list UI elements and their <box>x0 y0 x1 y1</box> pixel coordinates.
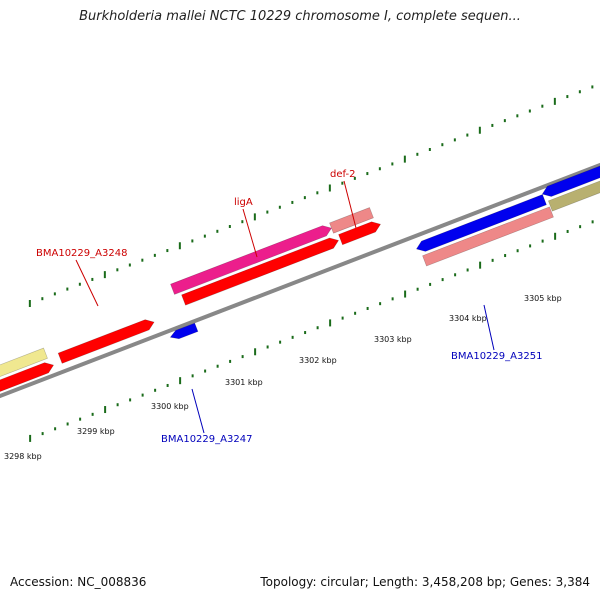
tick-label: 3304 kbp <box>449 314 487 323</box>
tick-label: 3298 kbp <box>4 452 42 461</box>
gene-feature <box>0 347 48 377</box>
gene-feature <box>541 165 600 197</box>
callout-line <box>191 388 205 434</box>
gene-feature <box>169 322 199 340</box>
gene-feature <box>181 237 340 306</box>
tick-label: 3303 kbp <box>374 335 412 344</box>
map-title: Burkholderia mallei NCTC 10229 chromosom… <box>79 9 521 24</box>
gene-feature <box>338 221 382 246</box>
tick-label: 3305 kbp <box>524 294 562 303</box>
accession-text: Accession: NC_008836 <box>10 575 147 589</box>
gene-feature <box>0 362 55 392</box>
gene-label: BMA10229_A3248 <box>36 248 127 259</box>
gene-feature <box>415 194 547 252</box>
gene-label: ligA <box>234 197 253 208</box>
gene-feature <box>329 207 374 234</box>
gene-feature <box>170 225 332 295</box>
tick-label: 3300 kbp <box>151 402 189 411</box>
callout-line <box>483 304 495 351</box>
gene-label: def-2 <box>330 169 355 180</box>
backbone-line <box>0 162 600 399</box>
callout-line <box>242 208 258 258</box>
genome-summary-text: Topology: circular; Length: 3,458,208 bp… <box>260 575 590 589</box>
gene-feature <box>547 180 600 212</box>
callout-line <box>75 259 99 307</box>
gene-feature <box>57 319 155 364</box>
callout-line <box>343 180 357 229</box>
tick-label: 3301 kbp <box>225 378 263 387</box>
tick-label: 3302 kbp <box>299 356 337 365</box>
gene-label: BMA10229_A3247 <box>161 434 252 445</box>
gene-feature <box>422 206 554 267</box>
gene-label: BMA10229_A3251 <box>451 351 542 362</box>
tick-label: 3299 kbp <box>77 427 115 436</box>
